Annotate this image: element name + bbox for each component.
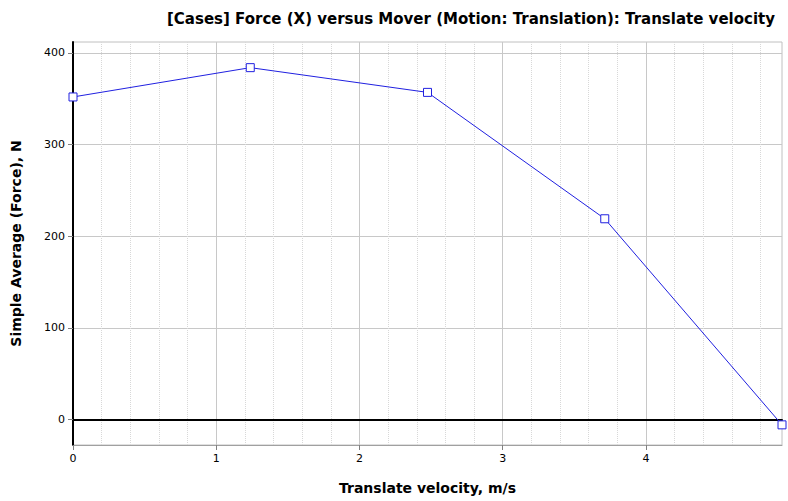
svg-text:0: 0 [58, 413, 65, 426]
svg-text:4: 4 [642, 452, 649, 465]
svg-text:1: 1 [213, 452, 220, 465]
svg-text:2: 2 [356, 452, 363, 465]
svg-text:Translate velocity, m/s: Translate velocity, m/s [339, 480, 516, 496]
svg-text:200: 200 [44, 230, 65, 243]
svg-text:Simple Average (Force), N: Simple Average (Force), N [8, 140, 24, 346]
svg-text:3: 3 [499, 452, 506, 465]
svg-text:400: 400 [44, 46, 65, 59]
svg-text:100: 100 [44, 321, 65, 334]
svg-text:[Cases] Force (X) versus Mover: [Cases] Force (X) versus Mover (Motion: … [167, 10, 775, 28]
svg-text:0: 0 [70, 452, 77, 465]
svg-text:300: 300 [44, 138, 65, 151]
